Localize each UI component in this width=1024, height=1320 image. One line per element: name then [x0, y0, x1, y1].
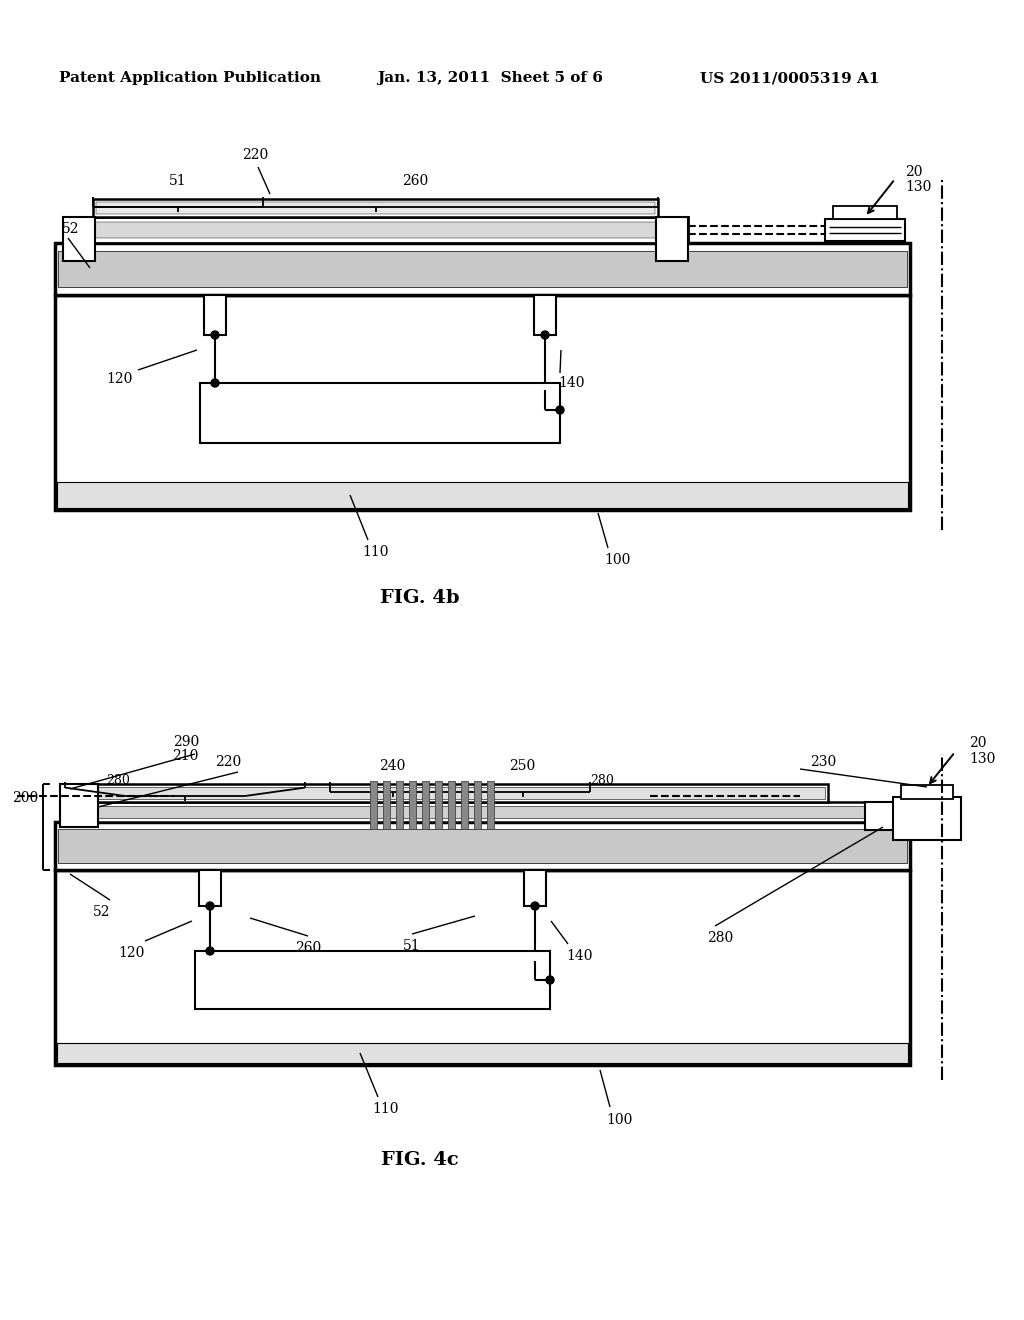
Text: FIG. 4c: FIG. 4c — [381, 1151, 459, 1170]
Bar — [435, 781, 442, 829]
Text: 200: 200 — [11, 791, 38, 805]
Bar — [55, 294, 910, 510]
Bar — [370, 781, 377, 829]
Text: 130: 130 — [905, 180, 932, 194]
Text: 120: 120 — [106, 372, 133, 385]
Text: Jan. 13, 2011  Sheet 5 of 6: Jan. 13, 2011 Sheet 5 of 6 — [377, 71, 603, 84]
Text: FIG. 4b: FIG. 4b — [380, 589, 460, 607]
Bar — [200, 383, 560, 444]
Text: 250: 250 — [509, 759, 536, 774]
Text: 140: 140 — [566, 949, 593, 964]
Text: 110: 110 — [362, 545, 389, 558]
Bar — [825, 219, 905, 242]
Bar — [96, 202, 655, 214]
Bar — [656, 216, 688, 261]
Bar — [60, 784, 98, 828]
Text: 290: 290 — [173, 735, 199, 748]
Bar — [901, 785, 953, 799]
Text: 280: 280 — [590, 774, 614, 787]
Text: 110: 110 — [373, 1102, 399, 1115]
Bar — [93, 199, 658, 216]
Text: 220: 220 — [215, 755, 241, 770]
Bar — [63, 216, 688, 243]
Bar — [383, 781, 390, 829]
Circle shape — [206, 946, 214, 954]
Bar — [893, 797, 961, 840]
Text: 20: 20 — [905, 165, 923, 180]
Text: 100: 100 — [607, 1113, 633, 1127]
Text: Patent Application Publication: Patent Application Publication — [59, 71, 321, 84]
Text: US 2011/0005319 A1: US 2011/0005319 A1 — [700, 71, 880, 84]
Bar — [195, 950, 550, 1008]
Bar — [865, 803, 903, 830]
Circle shape — [546, 975, 554, 983]
Bar — [524, 870, 546, 906]
Bar — [63, 807, 900, 818]
Text: 230: 230 — [810, 755, 837, 770]
Bar — [199, 870, 221, 906]
Circle shape — [556, 407, 564, 414]
Circle shape — [211, 331, 219, 339]
Bar — [204, 294, 226, 335]
Circle shape — [541, 331, 549, 339]
Text: 280: 280 — [707, 931, 733, 945]
Bar — [63, 216, 95, 261]
Text: 260: 260 — [401, 174, 428, 187]
Bar — [66, 222, 685, 238]
Bar — [58, 251, 907, 286]
Bar — [57, 1043, 908, 1063]
Bar — [57, 482, 908, 508]
Text: 51: 51 — [169, 174, 186, 187]
Text: 210: 210 — [172, 748, 199, 763]
Bar — [534, 294, 556, 335]
Text: 52: 52 — [62, 222, 80, 236]
Circle shape — [211, 379, 219, 387]
Bar — [474, 781, 481, 829]
Bar — [461, 781, 468, 829]
Text: 240: 240 — [379, 759, 406, 774]
Bar — [60, 803, 903, 822]
Text: 20: 20 — [969, 737, 986, 750]
Bar — [55, 243, 910, 294]
Text: 120: 120 — [119, 946, 145, 960]
Text: 51: 51 — [403, 939, 421, 953]
Bar — [409, 781, 416, 829]
Text: 260: 260 — [295, 941, 322, 954]
Circle shape — [531, 902, 539, 909]
Text: 100: 100 — [605, 553, 631, 568]
Text: 280: 280 — [106, 774, 130, 787]
Bar — [58, 829, 907, 863]
Text: 52: 52 — [93, 906, 111, 919]
Bar — [449, 781, 455, 829]
Bar — [422, 781, 429, 829]
Bar — [55, 870, 910, 1065]
Bar — [487, 781, 494, 829]
Text: 220: 220 — [242, 148, 268, 162]
Text: 140: 140 — [559, 376, 586, 389]
Circle shape — [206, 902, 214, 909]
Bar — [833, 206, 897, 219]
Bar — [55, 822, 910, 870]
Text: 130: 130 — [969, 752, 995, 766]
Bar — [396, 781, 403, 829]
Bar — [88, 787, 825, 799]
Bar — [85, 784, 828, 803]
